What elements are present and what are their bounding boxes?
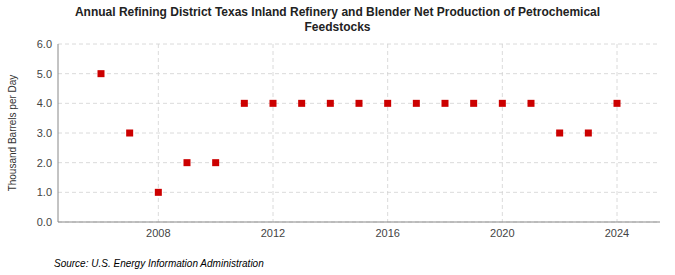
point — [298, 100, 305, 107]
x-axis-line — [58, 222, 660, 223]
chart: Annual Refining District Texas Inland Re… — [0, 0, 675, 275]
y-grid-line — [58, 222, 660, 223]
point — [241, 100, 248, 107]
x-grid-line — [387, 44, 388, 222]
y-tick-label: 2.0 — [37, 157, 52, 169]
point — [528, 100, 535, 107]
x-grid-line — [617, 44, 618, 222]
point — [155, 189, 162, 196]
y-grid-line — [58, 133, 660, 134]
point — [413, 100, 420, 107]
x-tick-label: 2020 — [490, 227, 514, 239]
point — [614, 100, 621, 107]
y-grid-line — [58, 162, 660, 163]
point — [556, 130, 563, 137]
y-grid-line — [58, 192, 660, 193]
y-tick-label: 4.0 — [37, 97, 52, 109]
y-tick-label: 6.0 — [37, 38, 52, 50]
point — [442, 100, 449, 107]
point — [356, 100, 363, 107]
point — [98, 70, 105, 77]
y-tick-label: 5.0 — [37, 68, 52, 80]
point — [327, 100, 334, 107]
x-grid-line — [273, 44, 274, 222]
point — [470, 100, 477, 107]
point — [585, 130, 592, 137]
y-tick-label: 1.0 — [37, 186, 52, 198]
point — [499, 100, 506, 107]
y-grid-line — [58, 44, 660, 45]
points — [98, 70, 621, 196]
point — [126, 130, 133, 137]
grid — [58, 44, 660, 222]
x-tick-label: 2016 — [375, 227, 399, 239]
x-grid-line — [502, 44, 503, 222]
point — [212, 159, 219, 166]
x-tick-label: 2008 — [146, 227, 170, 239]
y-axis-line — [58, 44, 59, 222]
title-line: Feedstocks — [304, 20, 370, 34]
point — [184, 159, 191, 166]
title-line: Annual Refining District Texas Inland Re… — [75, 5, 600, 19]
y-tick-label: 0.0 — [37, 216, 52, 228]
point — [384, 100, 391, 107]
source-annotation: Source: U.S. Energy Information Administ… — [54, 258, 264, 269]
title: Annual Refining District Texas Inland Re… — [75, 5, 600, 34]
point — [270, 100, 277, 107]
x-tick-label: 2024 — [605, 227, 629, 239]
x-tick-label: 2012 — [261, 227, 285, 239]
y-axis-label: Thousand Barrels per Day — [7, 75, 18, 192]
y-grid-line — [58, 73, 660, 74]
y-tick-label: 3.0 — [37, 127, 52, 139]
